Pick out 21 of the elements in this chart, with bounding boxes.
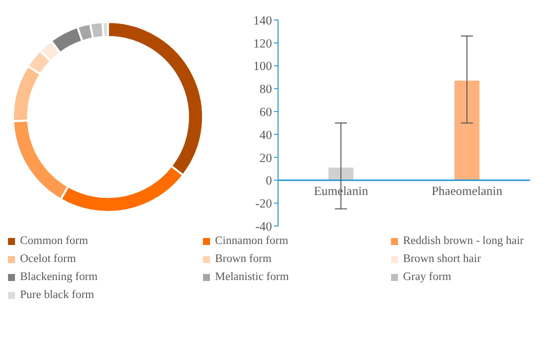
x-tick-label: Phaeomelanin: [432, 184, 504, 198]
y-tick-label: 40: [260, 128, 272, 142]
y-tick-label: 80: [260, 82, 272, 96]
y-tick-label: -40: [255, 219, 272, 234]
y-tick-label: 60: [260, 104, 272, 119]
y-tick-label: 0: [266, 174, 272, 188]
legend-label: Common form: [20, 235, 88, 247]
y-tick-label: 100: [253, 59, 272, 74]
y-tick-label: -20: [255, 196, 272, 211]
legend-label: Blackening form: [20, 271, 98, 283]
legend-label: Gray form: [403, 271, 452, 283]
y-tick-label: 20: [260, 150, 272, 165]
legend-label: Brown short hair: [403, 253, 481, 265]
legend-label: Reddish brown - long hair: [403, 235, 524, 247]
legend-label: Melanistic form: [215, 271, 289, 283]
legend-label: Pure black form: [20, 289, 94, 301]
legend-label: Brown form: [215, 253, 272, 265]
y-tick-label: 120: [253, 36, 272, 50]
legend-label: Ocelot form: [20, 253, 76, 265]
y-tick-label: 140: [253, 13, 272, 28]
legend-label: Cinnamon form: [215, 235, 288, 247]
